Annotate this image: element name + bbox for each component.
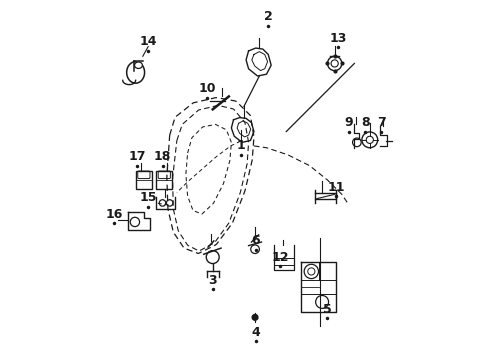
Text: 8: 8 bbox=[361, 116, 369, 129]
Text: 12: 12 bbox=[271, 251, 289, 264]
Text: 10: 10 bbox=[198, 82, 216, 95]
Bar bbox=[136, 171, 152, 189]
Text: 3: 3 bbox=[208, 274, 217, 287]
Text: 1: 1 bbox=[237, 139, 246, 152]
Text: 16: 16 bbox=[105, 208, 123, 221]
Text: 2: 2 bbox=[264, 10, 272, 23]
Circle shape bbox=[252, 315, 258, 320]
Text: 4: 4 bbox=[251, 326, 260, 339]
Text: 5: 5 bbox=[323, 303, 332, 316]
Bar bbox=[156, 171, 172, 189]
Text: 11: 11 bbox=[328, 181, 345, 194]
Text: 6: 6 bbox=[251, 234, 260, 247]
Text: 7: 7 bbox=[377, 116, 386, 129]
Text: 13: 13 bbox=[330, 32, 347, 45]
Text: 17: 17 bbox=[129, 150, 146, 163]
Text: 14: 14 bbox=[140, 35, 157, 49]
Text: 9: 9 bbox=[344, 116, 353, 129]
Text: 15: 15 bbox=[140, 192, 157, 204]
Text: 18: 18 bbox=[154, 150, 171, 163]
